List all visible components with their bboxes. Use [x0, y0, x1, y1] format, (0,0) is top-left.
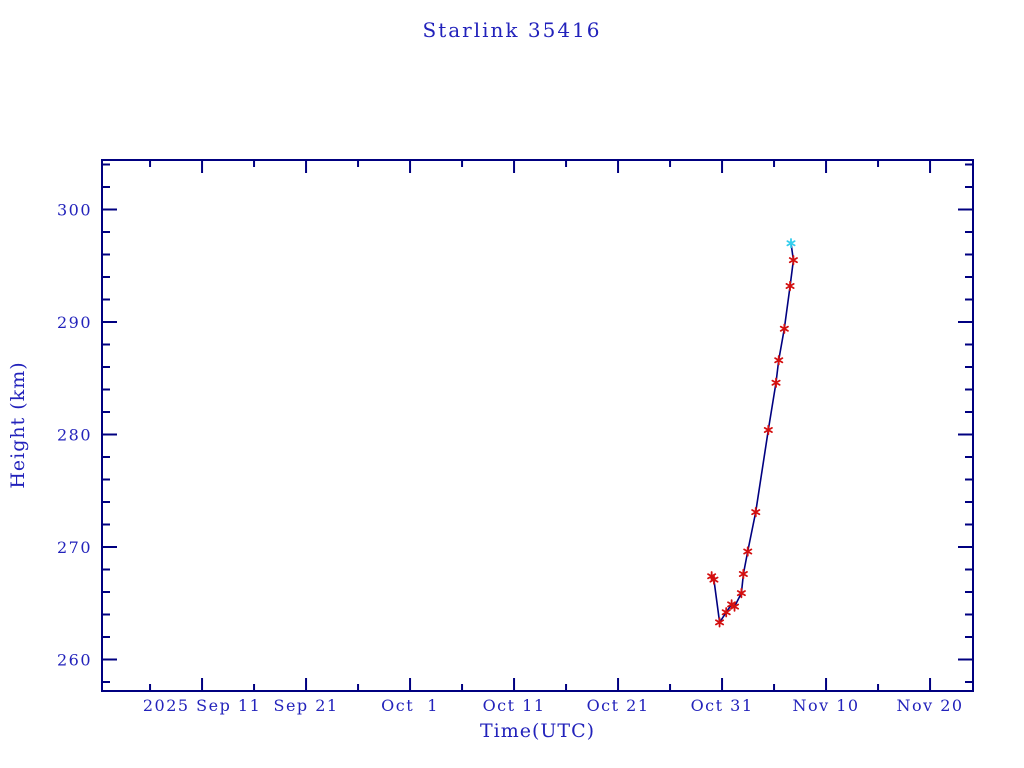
x-axis-title: Time(UTC): [479, 720, 596, 742]
data-point-marker: [721, 607, 731, 618]
height-curve: [710, 243, 795, 625]
x-tick-label: Oct 11: [483, 696, 546, 715]
y-tick-label: 280: [57, 426, 92, 445]
y-tick-label: 260: [57, 651, 92, 670]
data-point-marker: [788, 255, 798, 266]
x-tick-label: Nov 10: [792, 696, 859, 715]
data-point-marker: [743, 546, 753, 557]
data-point-marker: [763, 424, 773, 436]
data-point-marker: [785, 280, 795, 292]
latest-point-marker: [786, 238, 796, 249]
chart-title: Starlink 35416: [422, 18, 602, 42]
data-point-marker: [771, 377, 781, 388]
data-point-marker: [751, 507, 761, 518]
data-point-marker: [709, 574, 719, 585]
data-point-marker: [779, 323, 789, 334]
y-tick-label: 290: [57, 313, 92, 332]
data-point-marker: [715, 617, 725, 628]
data-point-marker: [774, 355, 784, 366]
x-tick-label: Sep 21: [273, 696, 338, 715]
data-point-marker: [729, 601, 740, 612]
x-tick-label: Oct 31: [691, 696, 754, 715]
y-tick-label: 300: [57, 201, 92, 220]
x-tick-label: 2025 Sep 11: [143, 696, 261, 715]
x-tick-label: Oct 1: [381, 696, 439, 715]
plot-box: [101, 159, 974, 692]
x-tick-label: Nov 20: [896, 696, 963, 715]
x-tick-label: Oct 21: [587, 696, 650, 715]
y-tick-label: 270: [57, 538, 92, 557]
data-point-marker: [736, 588, 746, 599]
data-point-marker: [738, 568, 748, 580]
